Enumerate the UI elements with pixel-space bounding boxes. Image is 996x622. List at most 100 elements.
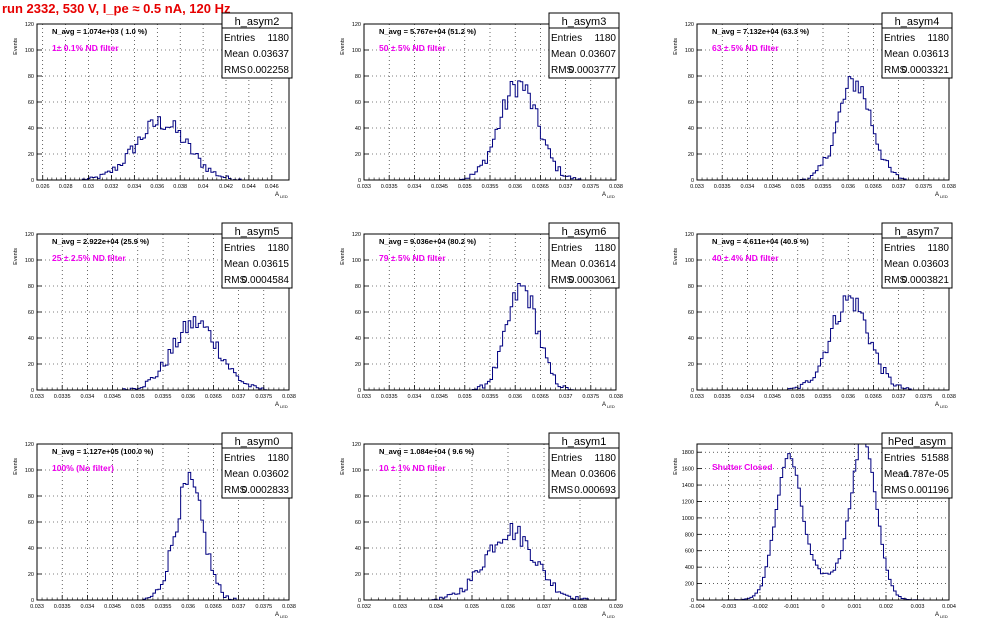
stats-value: 1180 — [267, 453, 289, 464]
y-tick-label: 0 — [691, 178, 694, 184]
stats-value: 1180 — [927, 33, 949, 44]
y-tick-label: 120 — [25, 232, 34, 238]
filter-label: 100% (No filter) — [52, 463, 114, 473]
x-tick-label: 0.038 — [573, 604, 587, 610]
stats-key: Mean — [884, 469, 909, 480]
x-tick-label: 0.0335 — [381, 394, 398, 400]
x-tick-label: -0.001 — [784, 604, 800, 610]
x-tick-label: 0.038 — [609, 394, 623, 400]
stats-key: Entries — [224, 243, 255, 254]
stats-value: 0.0004584 — [242, 275, 290, 286]
stats-value: 0.0003321 — [902, 65, 950, 76]
x-tick-label: 0.033 — [30, 394, 44, 400]
x-tick-label: 0 — [821, 604, 824, 610]
y-tick-label: 120 — [352, 22, 361, 28]
y-tick-label: 0 — [358, 178, 361, 184]
stats-key: RMS — [551, 275, 574, 286]
x-tick-label: 0.0335 — [54, 394, 71, 400]
y-tick-label: 80 — [355, 494, 361, 500]
x-axis-title: A — [935, 402, 939, 408]
filter-label: 10 ± 1% ND filter — [379, 463, 446, 473]
x-axis-title-sub: LED — [607, 194, 615, 199]
stats-box — [221, 12, 293, 79]
x-tick-label: 0.004 — [942, 604, 956, 610]
stats-value: 1180 — [267, 33, 289, 44]
x-tick-label: 0.0365 — [865, 184, 882, 190]
y-tick-label: 100 — [25, 258, 34, 264]
stats-value: 0.0003821 — [902, 275, 950, 286]
y-tick-label: 100 — [685, 258, 694, 264]
x-tick-label: -0.003 — [721, 604, 737, 610]
y-tick-label: 80 — [355, 284, 361, 290]
y-tick-label: 100 — [25, 468, 34, 474]
stats-box — [221, 432, 293, 499]
y-tick-label: 120 — [25, 22, 34, 28]
stats-key: Mean — [551, 469, 576, 480]
x-tick-label: 0.0335 — [714, 394, 731, 400]
x-tick-label: 0.034 — [127, 184, 141, 190]
y-tick-label: 800 — [685, 532, 694, 538]
histogram-panel-h_asym5: 0.033 0.0335 0.034 0.0345 0.035 0.0355 0.036 0.… — [13, 222, 296, 409]
stats-key: Mean — [884, 49, 909, 60]
stats-value: 0.03615 — [253, 259, 290, 270]
x-axis-title: A — [602, 402, 606, 408]
x-tick-label: 0.044 — [242, 184, 256, 190]
y-tick-label: 100 — [352, 468, 361, 474]
navg-label: N_avg = 1.084e+04 ( 9.6 %) — [379, 447, 475, 456]
histogram-line — [37, 116, 289, 181]
x-tick-label: 0.036 — [841, 394, 855, 400]
stats-key: RMS — [224, 485, 247, 496]
stats-value: 0.0003777 — [569, 65, 617, 76]
y-tick-label: 20 — [28, 152, 34, 158]
x-tick-label: 0.0345 — [764, 394, 781, 400]
y-tick-label: 120 — [352, 442, 361, 448]
x-tick-label: 0.038 — [942, 184, 956, 190]
navg-label: N_avg = 4.611e+04 (40.9 %) — [712, 237, 809, 246]
x-axis-title: A — [935, 612, 939, 618]
stats-value: 1180 — [927, 243, 949, 254]
x-tick-label: 0.028 — [59, 184, 73, 190]
y-tick-label: 60 — [355, 520, 361, 526]
x-tick-label: 0.033 — [30, 604, 44, 610]
histogram-panel-h_asym6: 0.033 0.0335 0.034 0.0345 0.035 0.0355 0.036 0.… — [340, 222, 623, 409]
navg-label: N_avg = 7.132e+04 (63.3 %) — [712, 27, 810, 36]
stats-key: RMS — [884, 485, 907, 496]
histogram-panel-hPed_asym: -0.004 -0.003 -0.002 -0.001 0 0.001 0.002 0.003… — [673, 432, 956, 619]
y-tick-label: 60 — [28, 520, 34, 526]
x-tick-label: 0.0365 — [532, 394, 549, 400]
y-tick-label: 80 — [28, 284, 34, 290]
stats-key: Entries — [884, 33, 915, 44]
x-tick-label: 0.038 — [282, 604, 296, 610]
y-tick-label: 60 — [688, 310, 694, 316]
stats-value: 0.0003061 — [569, 275, 617, 286]
x-tick-label: 0.033 — [690, 184, 704, 190]
x-tick-label: 0.0375 — [915, 394, 932, 400]
stats-value: 0.0002833 — [242, 485, 290, 496]
stats-box — [881, 222, 953, 289]
stats-key: Entries — [551, 243, 582, 254]
x-tick-label: 0.026 — [36, 184, 50, 190]
filter-label: 40 ± 4% ND filter — [712, 253, 779, 263]
stats-value: 0.03602 — [253, 469, 290, 480]
histogram-panel-h_asym1: 0.032 0.033 0.034 0.035 0.036 0.037 0.038 0.039… — [340, 432, 623, 619]
x-axis-title-sub: LED — [607, 614, 615, 619]
stats-box — [881, 432, 953, 499]
x-axis-title-sub: LED — [280, 404, 288, 409]
x-tick-label: 0.046 — [265, 184, 279, 190]
stats-value: 0.03603 — [913, 259, 950, 270]
stats-value: 1180 — [594, 453, 616, 464]
stats-key: Mean — [224, 469, 249, 480]
y-tick-label: 1200 — [682, 499, 694, 505]
y-tick-label: 40 — [28, 546, 34, 552]
histogram-panel-h_asym0: 0.033 0.0335 0.034 0.0345 0.035 0.0355 0.036 0.… — [13, 432, 296, 619]
x-tick-label: 0.038 — [609, 184, 623, 190]
stats-value: 0.001196 — [908, 485, 949, 496]
x-axis-title: A — [275, 192, 279, 198]
x-tick-label: 0.0355 — [482, 394, 499, 400]
page-title: run 2332, 530 V, I_pe ≈ 0.5 nA, 120 Hz — [2, 1, 231, 16]
x-tick-label: 0.0365 — [532, 184, 549, 190]
y-tick-label: 100 — [685, 48, 694, 54]
stats-box — [881, 12, 953, 79]
y-tick-label: 80 — [28, 74, 34, 80]
stats-key: RMS — [224, 275, 247, 286]
